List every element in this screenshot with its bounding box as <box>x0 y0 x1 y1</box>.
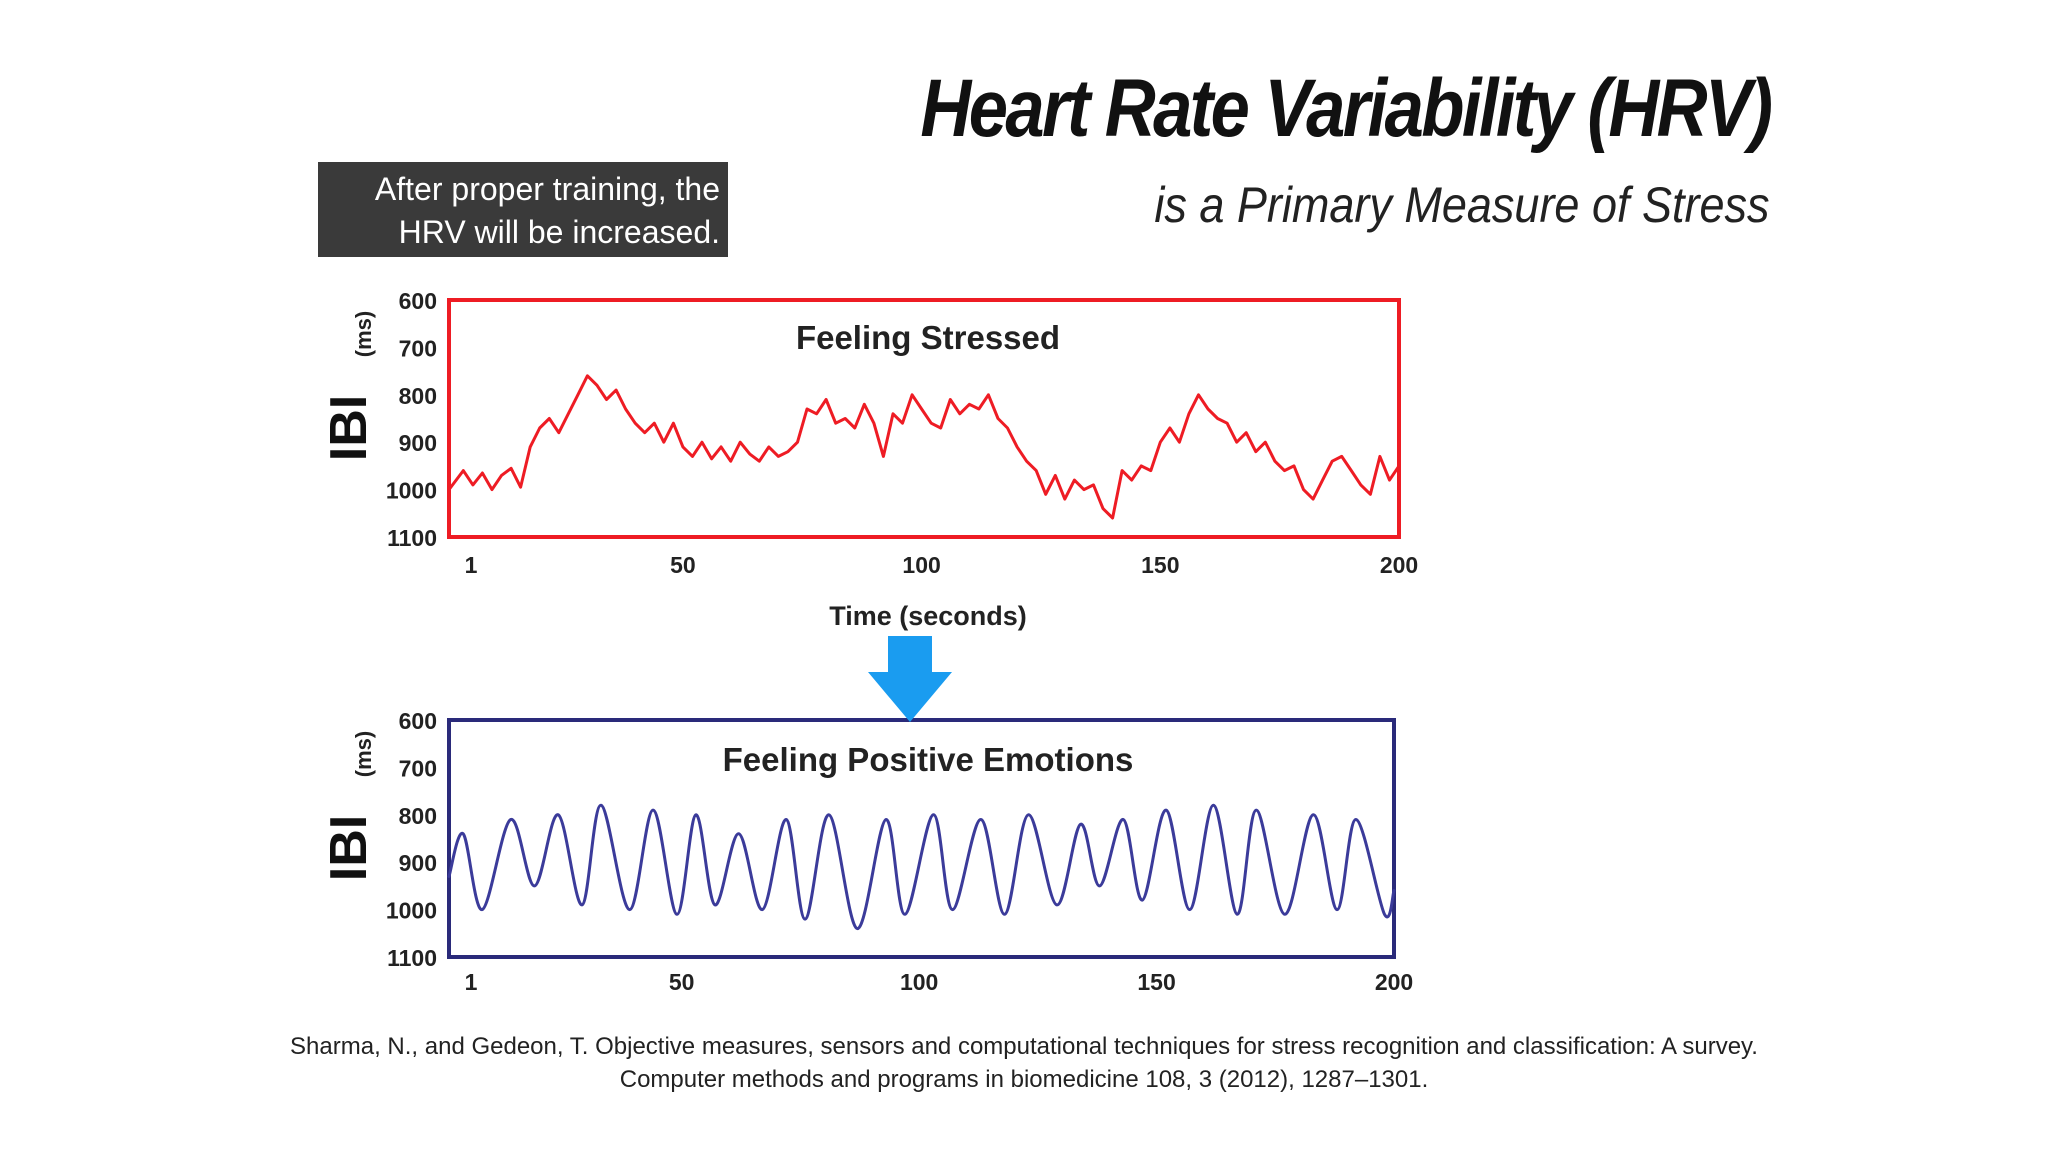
x-tick-label: 100 <box>900 969 938 995</box>
page-subtitle: is a Primary Measure of Stress <box>1154 177 1770 233</box>
citation-line-1: Sharma, N., and Gedeon, T. Objective mea… <box>290 1033 1758 1060</box>
y-tick-label: 900 <box>399 850 437 876</box>
callout-line-1: After proper training, the <box>374 171 720 207</box>
chart-title: Feeling Stressed <box>796 319 1060 356</box>
y-tick-label: 800 <box>399 383 437 409</box>
y-tick-label: 1000 <box>386 898 437 924</box>
y-tick-label: 700 <box>399 335 437 361</box>
x-tick-label: 50 <box>669 969 695 995</box>
plot-frame <box>447 298 1401 539</box>
x-tick-label: 150 <box>1137 969 1175 995</box>
y-tick-label: 1100 <box>387 525 437 551</box>
y-tick-label: 800 <box>399 803 437 829</box>
y-tick-label: 600 <box>399 708 437 734</box>
x-tick-label: 1 <box>465 969 478 995</box>
y-axis-label: IBI <box>320 815 378 881</box>
y-axis-unit: (ms) <box>351 311 376 357</box>
y-axis-unit: (ms) <box>351 731 376 777</box>
series-line <box>447 374 1401 520</box>
x-tick-label: 200 <box>1375 969 1413 995</box>
citation-line-2: Computer methods and programs in biomedi… <box>619 1066 1429 1093</box>
x-tick-label: 150 <box>1141 552 1179 578</box>
training-callout: After proper training, the HRV will be i… <box>318 162 728 257</box>
y-tick-label: 900 <box>399 430 437 456</box>
chart-title: Feeling Positive Emotions <box>723 741 1134 778</box>
series-line <box>447 803 1396 931</box>
x-tick-label: 50 <box>670 552 696 578</box>
x-tick-label: 1 <box>465 552 478 578</box>
x-axis-label: Time (seconds) <box>829 601 1027 631</box>
chart-2 <box>447 718 1396 959</box>
chart-1 <box>447 298 1401 539</box>
callout-line-2: HRV will be increased. <box>398 214 720 250</box>
y-tick-label: 1100 <box>387 945 437 971</box>
x-tick-label: 200 <box>1380 552 1418 578</box>
page-title: Heart Rate Variability (HRV) <box>919 63 1773 154</box>
y-tick-label: 600 <box>399 288 437 314</box>
citation: Sharma, N., and Gedeon, T. Objective mea… <box>0 1030 2048 1096</box>
y-tick-label: 700 <box>399 755 437 781</box>
y-tick-label: 1000 <box>386 478 437 504</box>
y-axis-label: IBI <box>320 395 378 461</box>
down-arrow-icon <box>868 636 952 722</box>
plot-frame <box>447 718 1396 959</box>
x-tick-label: 100 <box>902 552 940 578</box>
